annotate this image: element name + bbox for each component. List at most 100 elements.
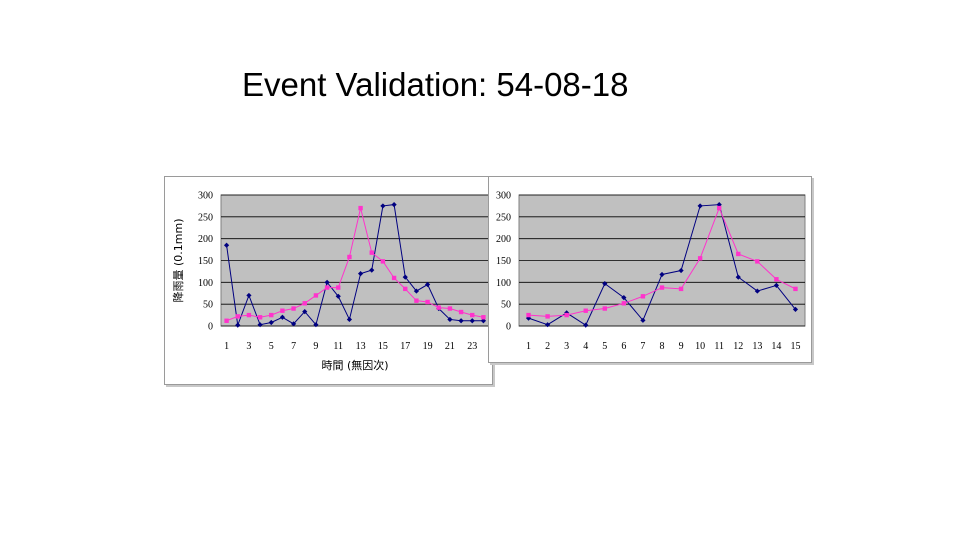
y-tick-label: 150: [496, 256, 511, 267]
x-tick-label: 5: [602, 341, 607, 352]
series-1-point: [621, 301, 627, 306]
y-tick-label: 0: [506, 322, 511, 333]
series-1-point: [793, 286, 798, 292]
x-tick-label: 11: [714, 341, 724, 352]
series-1-point: [774, 277, 779, 282]
slide-title: Event Validation: 54-08-18: [242, 66, 629, 103]
series-1-point: [336, 285, 341, 290]
x-axis-label: 時間 (無因次): [321, 358, 388, 372]
series-0-point: [223, 242, 230, 248]
x-tick-label: 7: [640, 341, 645, 352]
y-axis-label: 降雨量 (0.1mm): [171, 218, 185, 302]
series-0-point: [313, 322, 319, 328]
series-1-point: [678, 286, 684, 292]
series-1-point: [717, 205, 722, 211]
y-tick-label: 250: [198, 212, 213, 223]
y-tick-label: 0: [208, 322, 213, 333]
series-1-point: [246, 312, 252, 318]
series-1-point: [481, 315, 486, 320]
series-0-point: [279, 314, 286, 320]
x-tick-label: 2: [545, 341, 550, 352]
series-1-point: [235, 314, 240, 319]
x-tick-label: 15: [378, 341, 388, 352]
x-tick-label: 4: [583, 341, 588, 352]
x-tick-label: 5: [269, 341, 274, 352]
y-tick-label: 250: [496, 212, 511, 223]
series-1-point: [280, 308, 285, 313]
series-0-point: [257, 322, 263, 328]
series-1-point: [425, 299, 430, 305]
series-1-point: [224, 318, 229, 323]
series-1-point: [324, 285, 330, 290]
series-0-point: [246, 292, 252, 299]
x-tick-label: 13: [356, 341, 366, 352]
x-tick-label: 19: [423, 341, 433, 352]
y-tick-label: 300: [496, 191, 511, 202]
series-0-point: [424, 281, 431, 288]
rainfall-chart-right: 0 50 100 150 200 250 300 1 2 3 4 5 6 7 8 9 10 11 12 13 14 15: [488, 176, 812, 363]
x-tick-label: 15: [790, 341, 800, 352]
series-0-point: [268, 319, 274, 326]
x-tick-label: 3: [246, 341, 251, 352]
series-1-point: [436, 305, 441, 310]
series-0-point: [754, 288, 760, 294]
series-1-point: [755, 259, 760, 264]
series-1-point: [447, 306, 453, 311]
y-tick-label: 200: [198, 234, 213, 245]
x-tick-label: 6: [621, 341, 626, 352]
series-1-point: [269, 312, 274, 318]
y-tick-label: 200: [496, 234, 511, 245]
series-1-point: [347, 254, 352, 260]
series-0-point: [335, 293, 341, 299]
series-1-point: [697, 256, 703, 261]
x-tick-label: 14: [771, 341, 781, 352]
series-0-point: [480, 318, 487, 324]
series-0-point: [402, 274, 408, 280]
series-0-point: [773, 282, 779, 288]
y-tick-label: 100: [496, 278, 511, 289]
series-0-point: [735, 274, 741, 280]
series-1-point: [313, 293, 319, 298]
series-1-point: [391, 275, 397, 281]
x-tick-label: 9: [313, 341, 318, 352]
series-1-point: [470, 312, 475, 318]
series-1-point: [302, 301, 307, 306]
series-0-point: [678, 267, 684, 274]
series-1-point: [358, 205, 363, 211]
series-0-point: [621, 295, 627, 301]
series-1-point: [736, 251, 741, 257]
series-1-point: [545, 314, 550, 319]
series-1-point: [526, 312, 531, 318]
x-tick-label: 8: [660, 341, 665, 352]
y-tick-label: 100: [198, 278, 213, 289]
series-1-point: [291, 306, 296, 311]
series-1-point: [564, 312, 569, 318]
series-1-point: [403, 286, 408, 292]
x-tick-label: 13: [752, 341, 762, 352]
series-0-point: [792, 306, 799, 313]
x-tick-label: 9: [679, 341, 684, 352]
y-tick-label: 50: [501, 300, 511, 311]
series-1-point: [602, 306, 607, 311]
x-tick-label: 7: [291, 341, 296, 352]
x-tick-label: 11: [333, 341, 343, 352]
rainfall-chart-left: 0 50 100 150 200 250 300 1 3 5 7 9 11 13 15 17 19 21 23 時間 …: [164, 176, 493, 385]
x-tick-label: 21: [445, 341, 455, 352]
x-tick-label: 3: [564, 341, 569, 352]
x-tick-label: 23: [467, 341, 477, 352]
x-tick-label: 1: [526, 341, 531, 352]
series-1-point: [659, 285, 665, 290]
y-tick-label: 150: [198, 256, 213, 267]
series-1-point: [458, 309, 464, 315]
x-tick-label: 10: [695, 341, 705, 352]
y-tick-label: 50: [203, 300, 213, 311]
series-0-point: [469, 318, 475, 324]
series-1-point: [380, 259, 386, 264]
series-0-point: [659, 271, 665, 278]
series-0-point: [458, 318, 464, 324]
x-tick-label: 17: [400, 341, 410, 352]
series-0-point: [369, 267, 375, 273]
series-1-point: [369, 250, 374, 255]
